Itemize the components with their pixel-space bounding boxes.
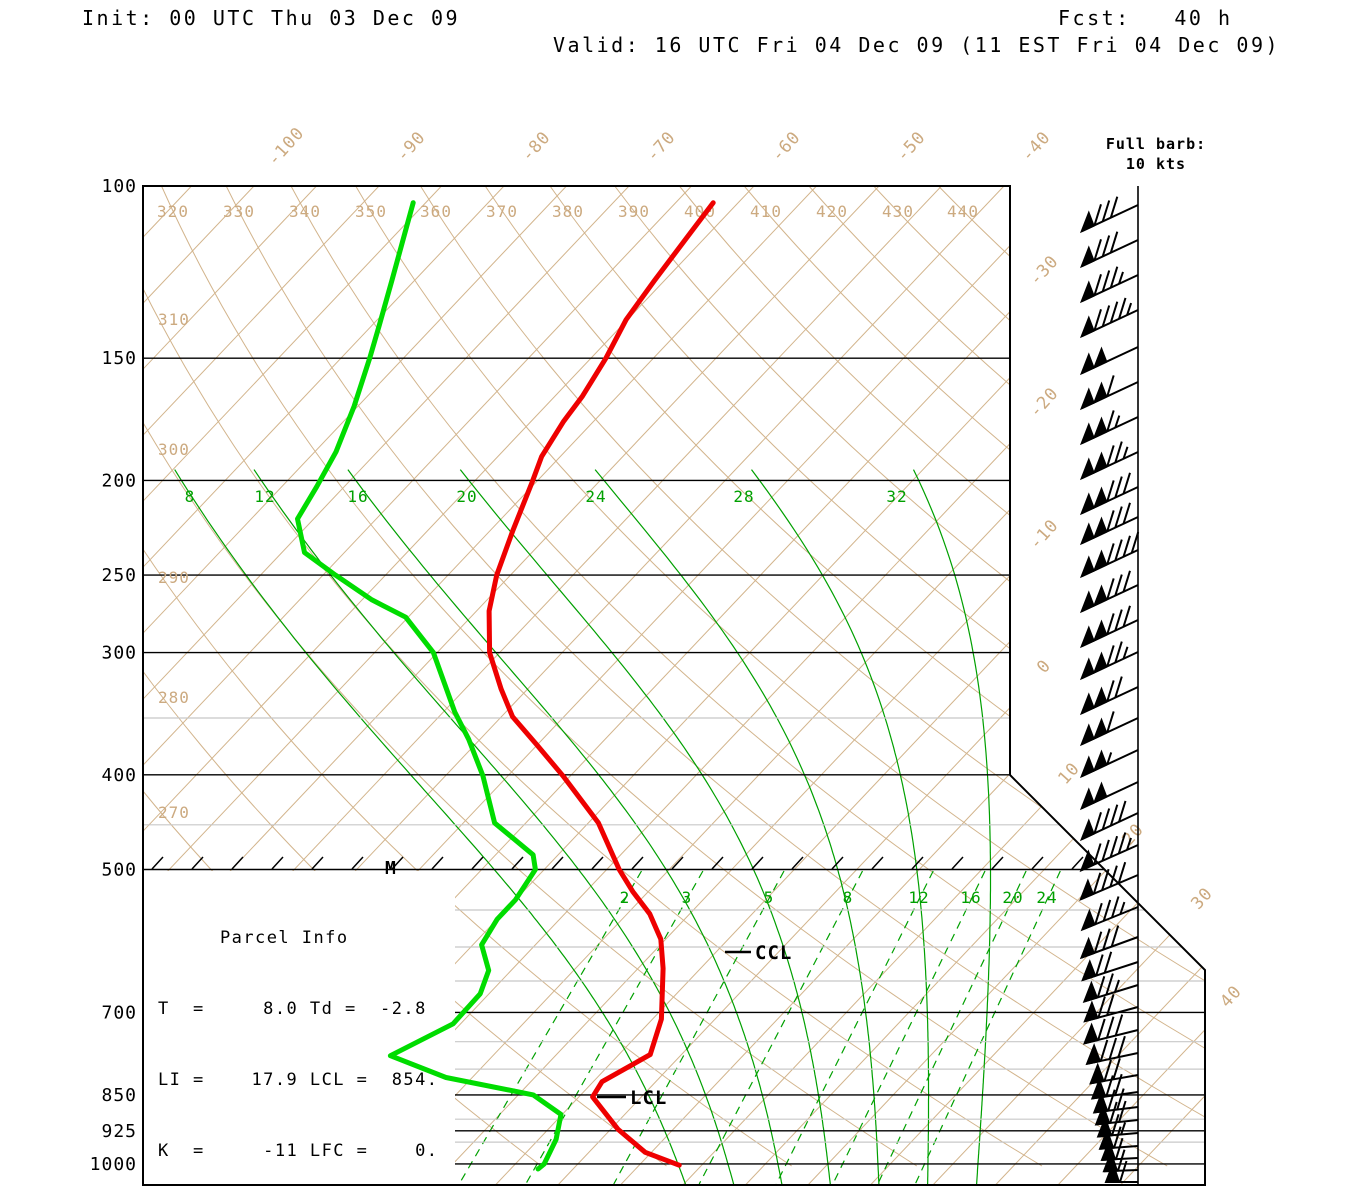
svg-text:2: 2 xyxy=(620,888,631,907)
parcel-info-line: LI = 17.9 LCL = 854. xyxy=(158,1069,439,1090)
svg-text:320: 320 xyxy=(157,202,189,221)
svg-text:10: 10 xyxy=(1054,759,1084,789)
mixing-ratio-labels: 2 3 5 8 12 16 20 24 xyxy=(620,888,1057,907)
pressure-grid-minor xyxy=(143,717,1205,1143)
svg-text:380: 380 xyxy=(552,202,584,221)
parcel-info-box: Parcel Info T = 8.0 Td = -2.8 LI = 17.9 … xyxy=(158,880,438,1200)
svg-text:LCL: LCL xyxy=(630,1087,667,1109)
valid-time-label: Valid: 16 UTC Fri 04 Dec 09 (11 EST Fri … xyxy=(553,33,1281,57)
svg-text:40: 40 xyxy=(1216,982,1246,1012)
dewpoint-profile xyxy=(295,200,564,1172)
svg-text:20: 20 xyxy=(1118,820,1148,850)
svg-text:28: 28 xyxy=(733,487,754,506)
svg-text:330: 330 xyxy=(223,202,255,221)
m-marker: M xyxy=(385,858,396,879)
svg-text:430: 430 xyxy=(882,202,914,221)
chart-border xyxy=(142,185,1206,1186)
forecast-hour-label: Fcst: 40 h xyxy=(1058,6,1233,30)
svg-text:410: 410 xyxy=(750,202,782,221)
parcel-info-title: Parcel Info xyxy=(220,928,349,949)
level-hatch-marks xyxy=(151,856,1084,870)
svg-text:20: 20 xyxy=(456,487,477,506)
svg-text:12: 12 xyxy=(254,487,275,506)
svg-text:340: 340 xyxy=(289,202,321,221)
svg-text:CCL: CCL xyxy=(755,942,792,964)
moist-adiabat-labels: 8 12 16 20 24 28 32 xyxy=(185,487,907,506)
temperature-profile xyxy=(486,200,716,1168)
svg-text:350: 350 xyxy=(355,202,387,221)
svg-text:500: 500 xyxy=(101,860,137,881)
svg-text:-30: -30 xyxy=(1026,251,1063,289)
svg-text:250: 250 xyxy=(101,565,137,586)
svg-text:20: 20 xyxy=(1002,888,1023,907)
svg-text:-20: -20 xyxy=(1026,383,1063,421)
svg-text:200: 200 xyxy=(101,470,137,491)
svg-text:370: 370 xyxy=(486,202,518,221)
svg-text:290: 290 xyxy=(158,568,190,587)
barb-legend-line1: Full barb: xyxy=(1105,135,1207,153)
svg-text:-90: -90 xyxy=(393,127,430,165)
svg-text:-60: -60 xyxy=(768,127,805,165)
svg-text:-40: -40 xyxy=(1018,127,1055,165)
svg-text:700: 700 xyxy=(101,1002,137,1023)
wind-barbs xyxy=(1079,196,1140,1183)
parcel-box-mask xyxy=(144,871,455,1184)
svg-text:925: 925 xyxy=(101,1121,137,1142)
svg-text:300: 300 xyxy=(158,440,190,459)
ccl-marker: CCL xyxy=(725,942,792,964)
svg-text:360: 360 xyxy=(420,202,452,221)
svg-text:310: 310 xyxy=(158,310,190,329)
svg-text:400: 400 xyxy=(101,765,137,786)
svg-text:1000: 1000 xyxy=(90,1154,137,1175)
svg-text:24: 24 xyxy=(1036,888,1057,907)
parcel-info-line: T = 8.0 Td = -2.8 xyxy=(158,998,427,1019)
svg-text:12: 12 xyxy=(908,888,929,907)
pressure-axis-labels: 100 150 200 250 300 400 500 700 850 925 1000 xyxy=(90,176,137,1175)
svg-text:0: 0 xyxy=(1033,656,1055,678)
svg-text:32: 32 xyxy=(886,487,907,506)
svg-text:8: 8 xyxy=(185,487,196,506)
svg-text:-80: -80 xyxy=(518,127,555,165)
svg-text:8: 8 xyxy=(843,888,854,907)
svg-text:3: 3 xyxy=(682,888,693,907)
lcl-marker: LCL xyxy=(597,1087,667,1109)
mixing-ratio-lines xyxy=(458,870,1061,1185)
svg-text:24: 24 xyxy=(585,487,606,506)
svg-text:-70: -70 xyxy=(643,127,680,165)
parcel-info-line: K = -11 LFC = 0. xyxy=(158,1140,439,1161)
init-time-label: Init: 00 UTC Thu 03 Dec 09 xyxy=(82,6,461,30)
svg-text:16: 16 xyxy=(347,487,368,506)
barb-legend-line2: 10 kts xyxy=(1125,155,1187,173)
svg-text:-50: -50 xyxy=(893,127,930,165)
svg-text:100: 100 xyxy=(101,176,137,197)
svg-text:150: 150 xyxy=(101,348,137,369)
svg-text:280: 280 xyxy=(158,688,190,707)
svg-text:16: 16 xyxy=(960,888,981,907)
svg-text:390: 390 xyxy=(618,202,650,221)
svg-text:5: 5 xyxy=(764,888,775,907)
svg-text:30: 30 xyxy=(1187,884,1217,914)
svg-text:-100: -100 xyxy=(264,123,309,170)
svg-text:850: 850 xyxy=(101,1085,137,1106)
dry-adiabat-labels: 320 330 340 350 360 370 380 390 400 410 420 430 4403… xyxy=(157,202,979,822)
svg-text:420: 420 xyxy=(816,202,848,221)
wind-barb-legend: Full barb: 10 kts xyxy=(1096,134,1216,174)
svg-text:440: 440 xyxy=(947,202,979,221)
svg-text:270: 270 xyxy=(158,803,190,822)
svg-text:300: 300 xyxy=(101,643,137,664)
svg-text:-10: -10 xyxy=(1026,515,1063,553)
